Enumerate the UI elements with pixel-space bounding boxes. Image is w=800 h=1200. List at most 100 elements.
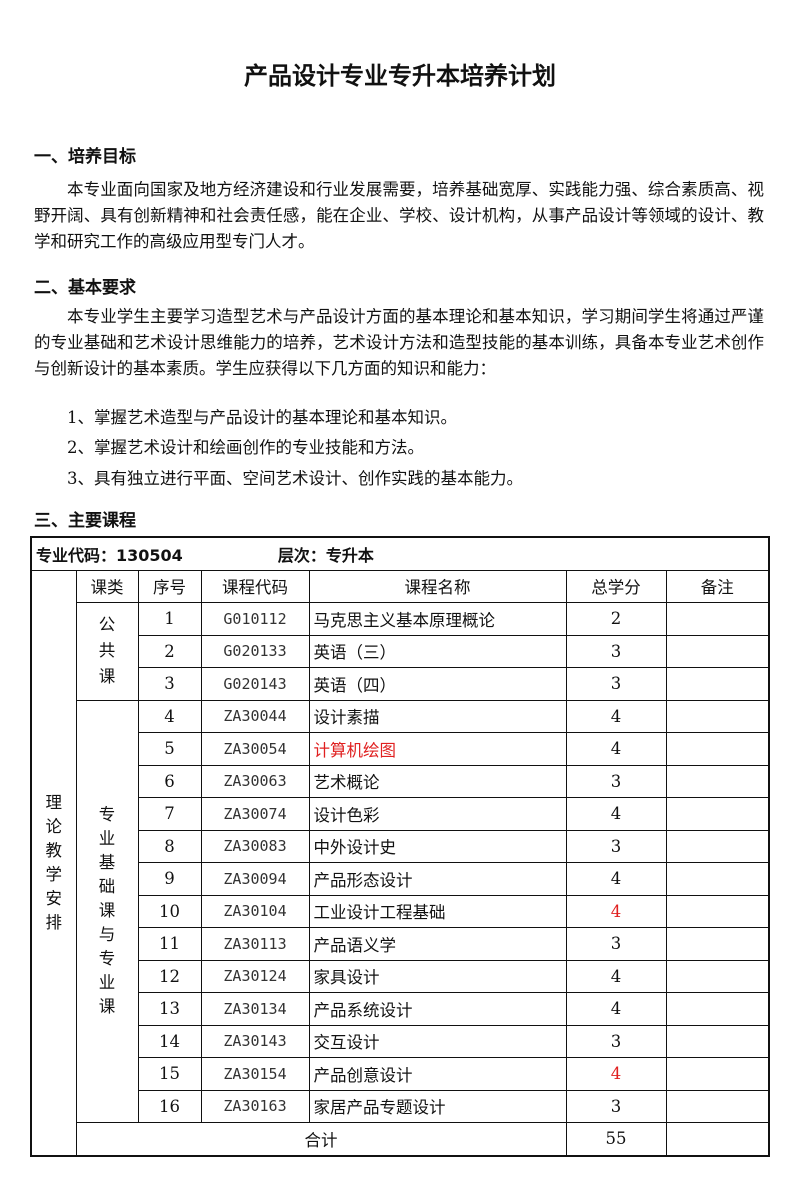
course-credits: 4 [565, 732, 667, 766]
course-note [665, 862, 770, 896]
table-row: 8 ZA30083 中外设计史 3 [31, 829, 770, 863]
table-info-cell: 专业代码：130504 层次：专升本 [30, 536, 770, 571]
course-code: ZA30124 [200, 959, 310, 993]
requirement-item: 2、掌握艺术设计和绘画创作的专业技能和方法。 [67, 438, 424, 457]
course-note [665, 927, 770, 961]
course-number: 6 [137, 764, 202, 798]
course-table: 专业代码：130504 层次：专升本 理论教学安排 课类 序号 课程代码 课程名称 总学分备… [30, 536, 771, 1157]
course-category: 公共课 [75, 602, 139, 701]
side-label-text: 理论教学安排 [45, 792, 63, 932]
requirements-paragraph: 本专业学生主要学习造型艺术与产品设计方面的基本理论和基本知识，学习期间学生将通过… [34, 307, 764, 378]
table-row: 16 ZA30163 家居产品专题设计 3 [31, 1089, 770, 1123]
course-credits: 4 [565, 894, 667, 928]
course-credits: 3 [565, 764, 667, 798]
section-heading-requirements: 二、基本要求 [34, 278, 136, 298]
course-note [665, 667, 770, 701]
course-category-label: 专业基础课与专业课 [98, 805, 116, 1017]
course-number: 10 [137, 894, 202, 928]
table-row: 6 ZA30063 艺术概论 3 [31, 764, 770, 798]
course-name: 设计色彩 [308, 797, 567, 831]
course-note [665, 764, 770, 798]
course-credits: 3 [565, 927, 667, 961]
course-name: 产品形态设计 [308, 862, 567, 896]
course-code: ZA30074 [200, 797, 310, 831]
column-header: 序号 [137, 569, 202, 603]
course-number: 2 [137, 634, 202, 668]
course-credits: 3 [565, 667, 667, 701]
course-credits: 4 [565, 862, 667, 896]
course-code: ZA30113 [200, 927, 310, 961]
table-row: 5 ZA30054 计算机绘图 4 [31, 732, 770, 766]
table-row: 7 ZA30074 设计色彩 4 [31, 797, 770, 831]
course-number: 5 [137, 732, 202, 766]
course-number: 9 [137, 862, 202, 896]
course-note [665, 829, 770, 863]
table-total-row: 合计 55 [31, 1122, 770, 1156]
course-name: 家具设计 [308, 959, 567, 993]
course-name: 产品创意设计 [308, 1057, 567, 1091]
course-code: ZA30094 [200, 862, 310, 896]
table-row: 专业基础课与专业课 4 ZA30044 设计素描 4 [31, 699, 770, 1123]
course-code: ZA30143 [200, 1024, 310, 1058]
table-row: 公共课 1 G010112 马克思主义基本原理概论 2 [31, 602, 770, 701]
course-number: 11 [137, 927, 202, 961]
course-note [665, 797, 770, 831]
requirement-item: 1、掌握艺术造型与产品设计的基本理论和基本知识。 [67, 408, 457, 427]
course-name: 工业设计工程基础 [308, 894, 567, 928]
column-header: 备注 [665, 569, 770, 603]
course-number: 8 [137, 829, 202, 863]
course-credits: 2 [565, 602, 667, 636]
course-code: ZA30044 [200, 699, 310, 733]
course-code: G020133 [200, 634, 310, 668]
course-code: G020143 [200, 667, 310, 701]
side-label: 理论教学安排 [30, 569, 77, 1156]
course-note [665, 634, 770, 668]
course-note [665, 732, 770, 766]
table-row: 2 G020133 英语（三） 3 [31, 634, 770, 668]
course-note [665, 959, 770, 993]
course-number: 7 [137, 797, 202, 831]
course-code: ZA30083 [200, 829, 310, 863]
course-number: 15 [137, 1057, 202, 1091]
course-name: 计算机绘图 [308, 732, 567, 766]
course-code: ZA30163 [200, 1089, 310, 1123]
table-row: 14 ZA30143 交互设计 3 [31, 1024, 770, 1058]
table-row: 12 ZA30124 家具设计 4 [31, 959, 770, 993]
course-note [665, 1089, 770, 1123]
column-header: 课程代码 [200, 569, 310, 603]
section-heading-courses: 三、主要课程 [34, 511, 136, 531]
page-title: 产品设计专业专升本培养计划 [244, 62, 556, 90]
course-note [665, 992, 770, 1026]
requirement-item: 3、具有独立进行平面、空间艺术设计、创作实践的基本能力。 [67, 469, 523, 488]
course-number: 3 [137, 667, 202, 701]
column-header: 课类 [75, 569, 139, 603]
course-credits: 3 [565, 1024, 667, 1058]
table-row: 13 ZA30134 产品系统设计 4 [31, 992, 770, 1026]
course-name: 英语（四） [308, 667, 567, 701]
total-label: 合计 [75, 1122, 567, 1156]
course-note [665, 1057, 770, 1091]
course-name: 家居产品专题设计 [308, 1089, 567, 1123]
course-note [665, 602, 770, 636]
course-name: 艺术概论 [308, 764, 567, 798]
table-row: 15 ZA30154 产品创意设计 4 [31, 1057, 770, 1091]
table-row: 10 ZA30104 工业设计工程基础 4 [31, 894, 770, 928]
course-credits: 4 [565, 699, 667, 733]
table-header-row: 理论教学安排 课类 序号 课程代码 课程名称 总学分 备注 [30, 569, 770, 1156]
course-code: ZA30063 [200, 764, 310, 798]
course-name: 中外设计史 [308, 829, 567, 863]
table-row: 9 ZA30094 产品形态设计 4 [31, 862, 770, 896]
course-number: 13 [137, 992, 202, 1026]
course-name: 英语（三） [308, 634, 567, 668]
level: 层次：专升本 [277, 545, 374, 565]
course-name: 产品系统设计 [308, 992, 567, 1026]
course-code: ZA30134 [200, 992, 310, 1026]
total-credits: 55 [565, 1122, 667, 1156]
course-number: 4 [137, 699, 202, 733]
course-credits: 4 [565, 1057, 667, 1091]
course-name: 产品语义学 [308, 927, 567, 961]
course-category-label: 公共课 [98, 615, 116, 687]
table-row: 3 G020143 英语（四） 3 [31, 667, 770, 701]
column-header: 课程名称 [308, 569, 567, 603]
table-row: 11 ZA30113 产品语义学 3 [31, 927, 770, 961]
